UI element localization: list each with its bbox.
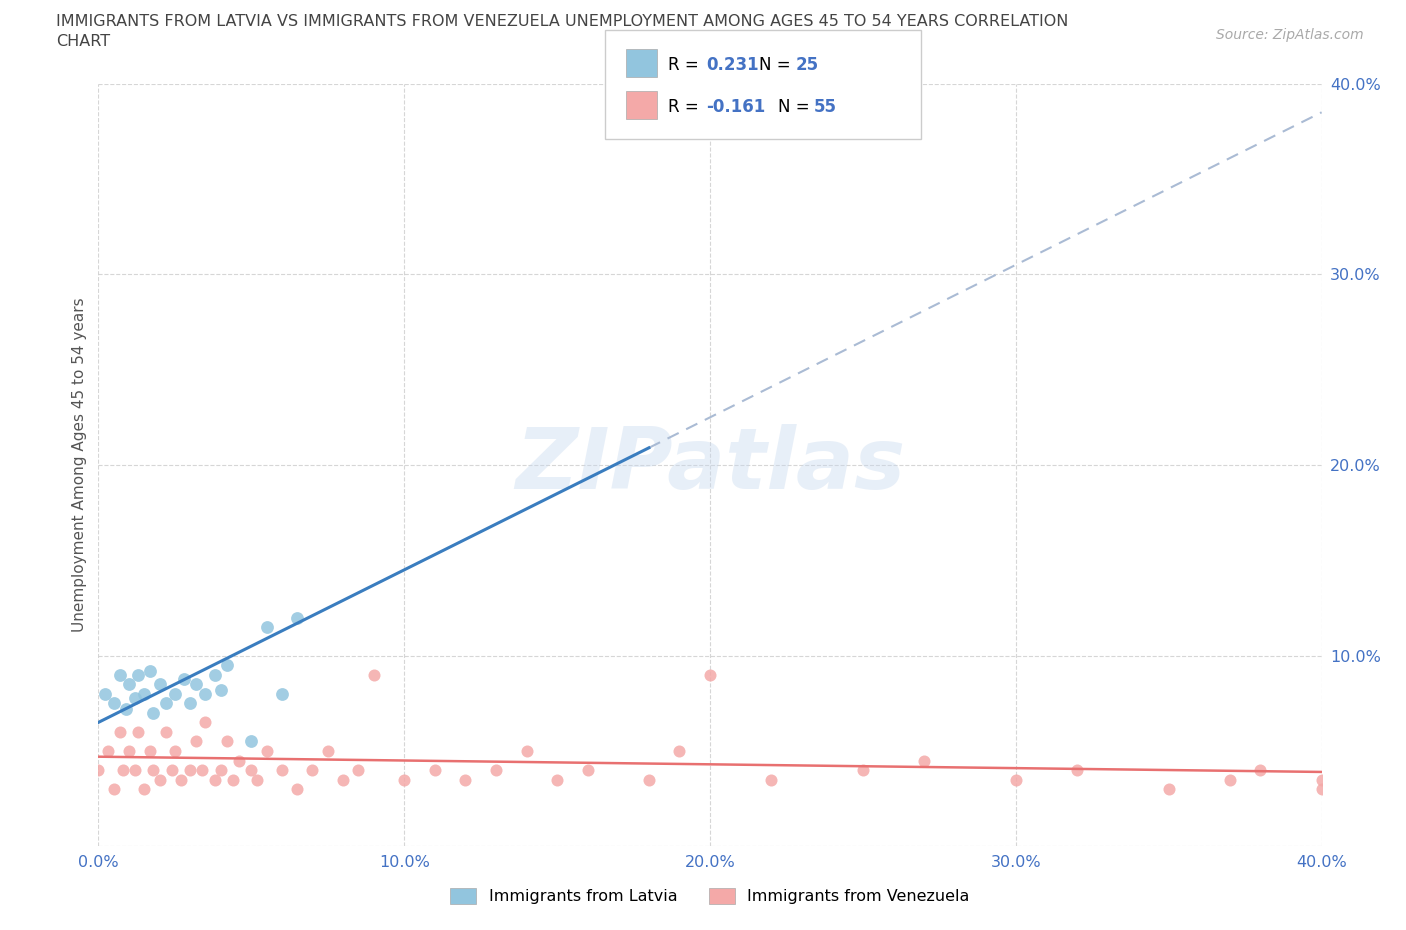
- Point: [285, 781, 308, 796]
- Point: [103, 696, 125, 711]
- Point: [301, 763, 323, 777]
- Point: [240, 763, 263, 777]
- Point: [668, 744, 690, 759]
- Point: [118, 677, 141, 692]
- Point: [111, 763, 134, 777]
- Point: [246, 772, 269, 787]
- Point: [87, 763, 110, 777]
- Point: [194, 686, 217, 701]
- Point: [270, 686, 292, 701]
- Point: [127, 724, 149, 739]
- Point: [204, 668, 226, 683]
- Text: R =: R =: [668, 98, 704, 116]
- Point: [270, 763, 292, 777]
- Point: [108, 724, 131, 739]
- Point: [155, 724, 177, 739]
- Point: [163, 686, 186, 701]
- Point: [139, 744, 162, 759]
- Text: 25: 25: [796, 56, 818, 74]
- Point: [204, 772, 226, 787]
- Legend: Immigrants from Latvia, Immigrants from Venezuela: Immigrants from Latvia, Immigrants from …: [444, 882, 976, 910]
- Point: [124, 690, 146, 705]
- Point: [699, 668, 721, 683]
- Point: [1310, 772, 1333, 787]
- Point: [516, 744, 538, 759]
- Point: [163, 744, 186, 759]
- Point: [454, 772, 477, 787]
- Point: [1004, 772, 1026, 787]
- Point: [215, 658, 238, 672]
- Point: [93, 38, 115, 53]
- Point: [332, 772, 354, 787]
- Point: [546, 772, 568, 787]
- Text: Source: ZipAtlas.com: Source: ZipAtlas.com: [1216, 28, 1364, 42]
- Point: [142, 705, 165, 720]
- Point: [118, 744, 141, 759]
- Point: [194, 715, 217, 730]
- Point: [115, 701, 138, 716]
- Point: [179, 696, 201, 711]
- Text: N =: N =: [759, 56, 796, 74]
- Point: [108, 668, 131, 683]
- Point: [1249, 763, 1271, 777]
- Point: [285, 610, 308, 625]
- Point: [852, 763, 875, 777]
- Point: [186, 734, 208, 749]
- Point: [363, 668, 385, 683]
- Text: 0.231: 0.231: [706, 56, 758, 74]
- Point: [139, 663, 162, 678]
- Point: [912, 753, 935, 768]
- Point: [124, 763, 146, 777]
- Point: [173, 671, 195, 686]
- Point: [127, 668, 149, 683]
- Point: [179, 763, 201, 777]
- Point: [209, 683, 232, 698]
- Point: [1157, 781, 1180, 796]
- Point: [256, 744, 278, 759]
- Y-axis label: Unemployment Among Ages 45 to 54 years: Unemployment Among Ages 45 to 54 years: [72, 298, 87, 632]
- Point: [228, 753, 250, 768]
- Point: [155, 696, 177, 711]
- Point: [576, 763, 599, 777]
- Point: [134, 686, 156, 701]
- Point: [149, 772, 172, 787]
- Text: CHART: CHART: [56, 34, 110, 49]
- Text: IMMIGRANTS FROM LATVIA VS IMMIGRANTS FROM VENEZUELA UNEMPLOYMENT AMONG AGES 45 T: IMMIGRANTS FROM LATVIA VS IMMIGRANTS FRO…: [56, 14, 1069, 29]
- Point: [186, 677, 208, 692]
- Text: ZIPatlas: ZIPatlas: [515, 423, 905, 507]
- Point: [191, 763, 214, 777]
- Point: [160, 763, 183, 777]
- Point: [103, 781, 125, 796]
- Point: [149, 677, 172, 692]
- Point: [215, 734, 238, 749]
- Point: [1310, 781, 1333, 796]
- Point: [142, 763, 165, 777]
- Text: -0.161: -0.161: [706, 98, 765, 116]
- Point: [347, 763, 370, 777]
- Point: [637, 772, 661, 787]
- Point: [392, 772, 416, 787]
- Point: [423, 763, 446, 777]
- Text: 55: 55: [814, 98, 837, 116]
- Point: [170, 772, 193, 787]
- Text: N =: N =: [778, 98, 814, 116]
- Point: [209, 763, 232, 777]
- Point: [97, 744, 120, 759]
- Point: [759, 772, 782, 787]
- Point: [222, 772, 245, 787]
- Point: [93, 686, 115, 701]
- Point: [240, 734, 263, 749]
- Point: [316, 744, 339, 759]
- Point: [485, 763, 508, 777]
- Point: [1066, 763, 1088, 777]
- Point: [256, 619, 278, 634]
- Point: [134, 781, 156, 796]
- Point: [1219, 772, 1241, 787]
- Text: R =: R =: [668, 56, 704, 74]
